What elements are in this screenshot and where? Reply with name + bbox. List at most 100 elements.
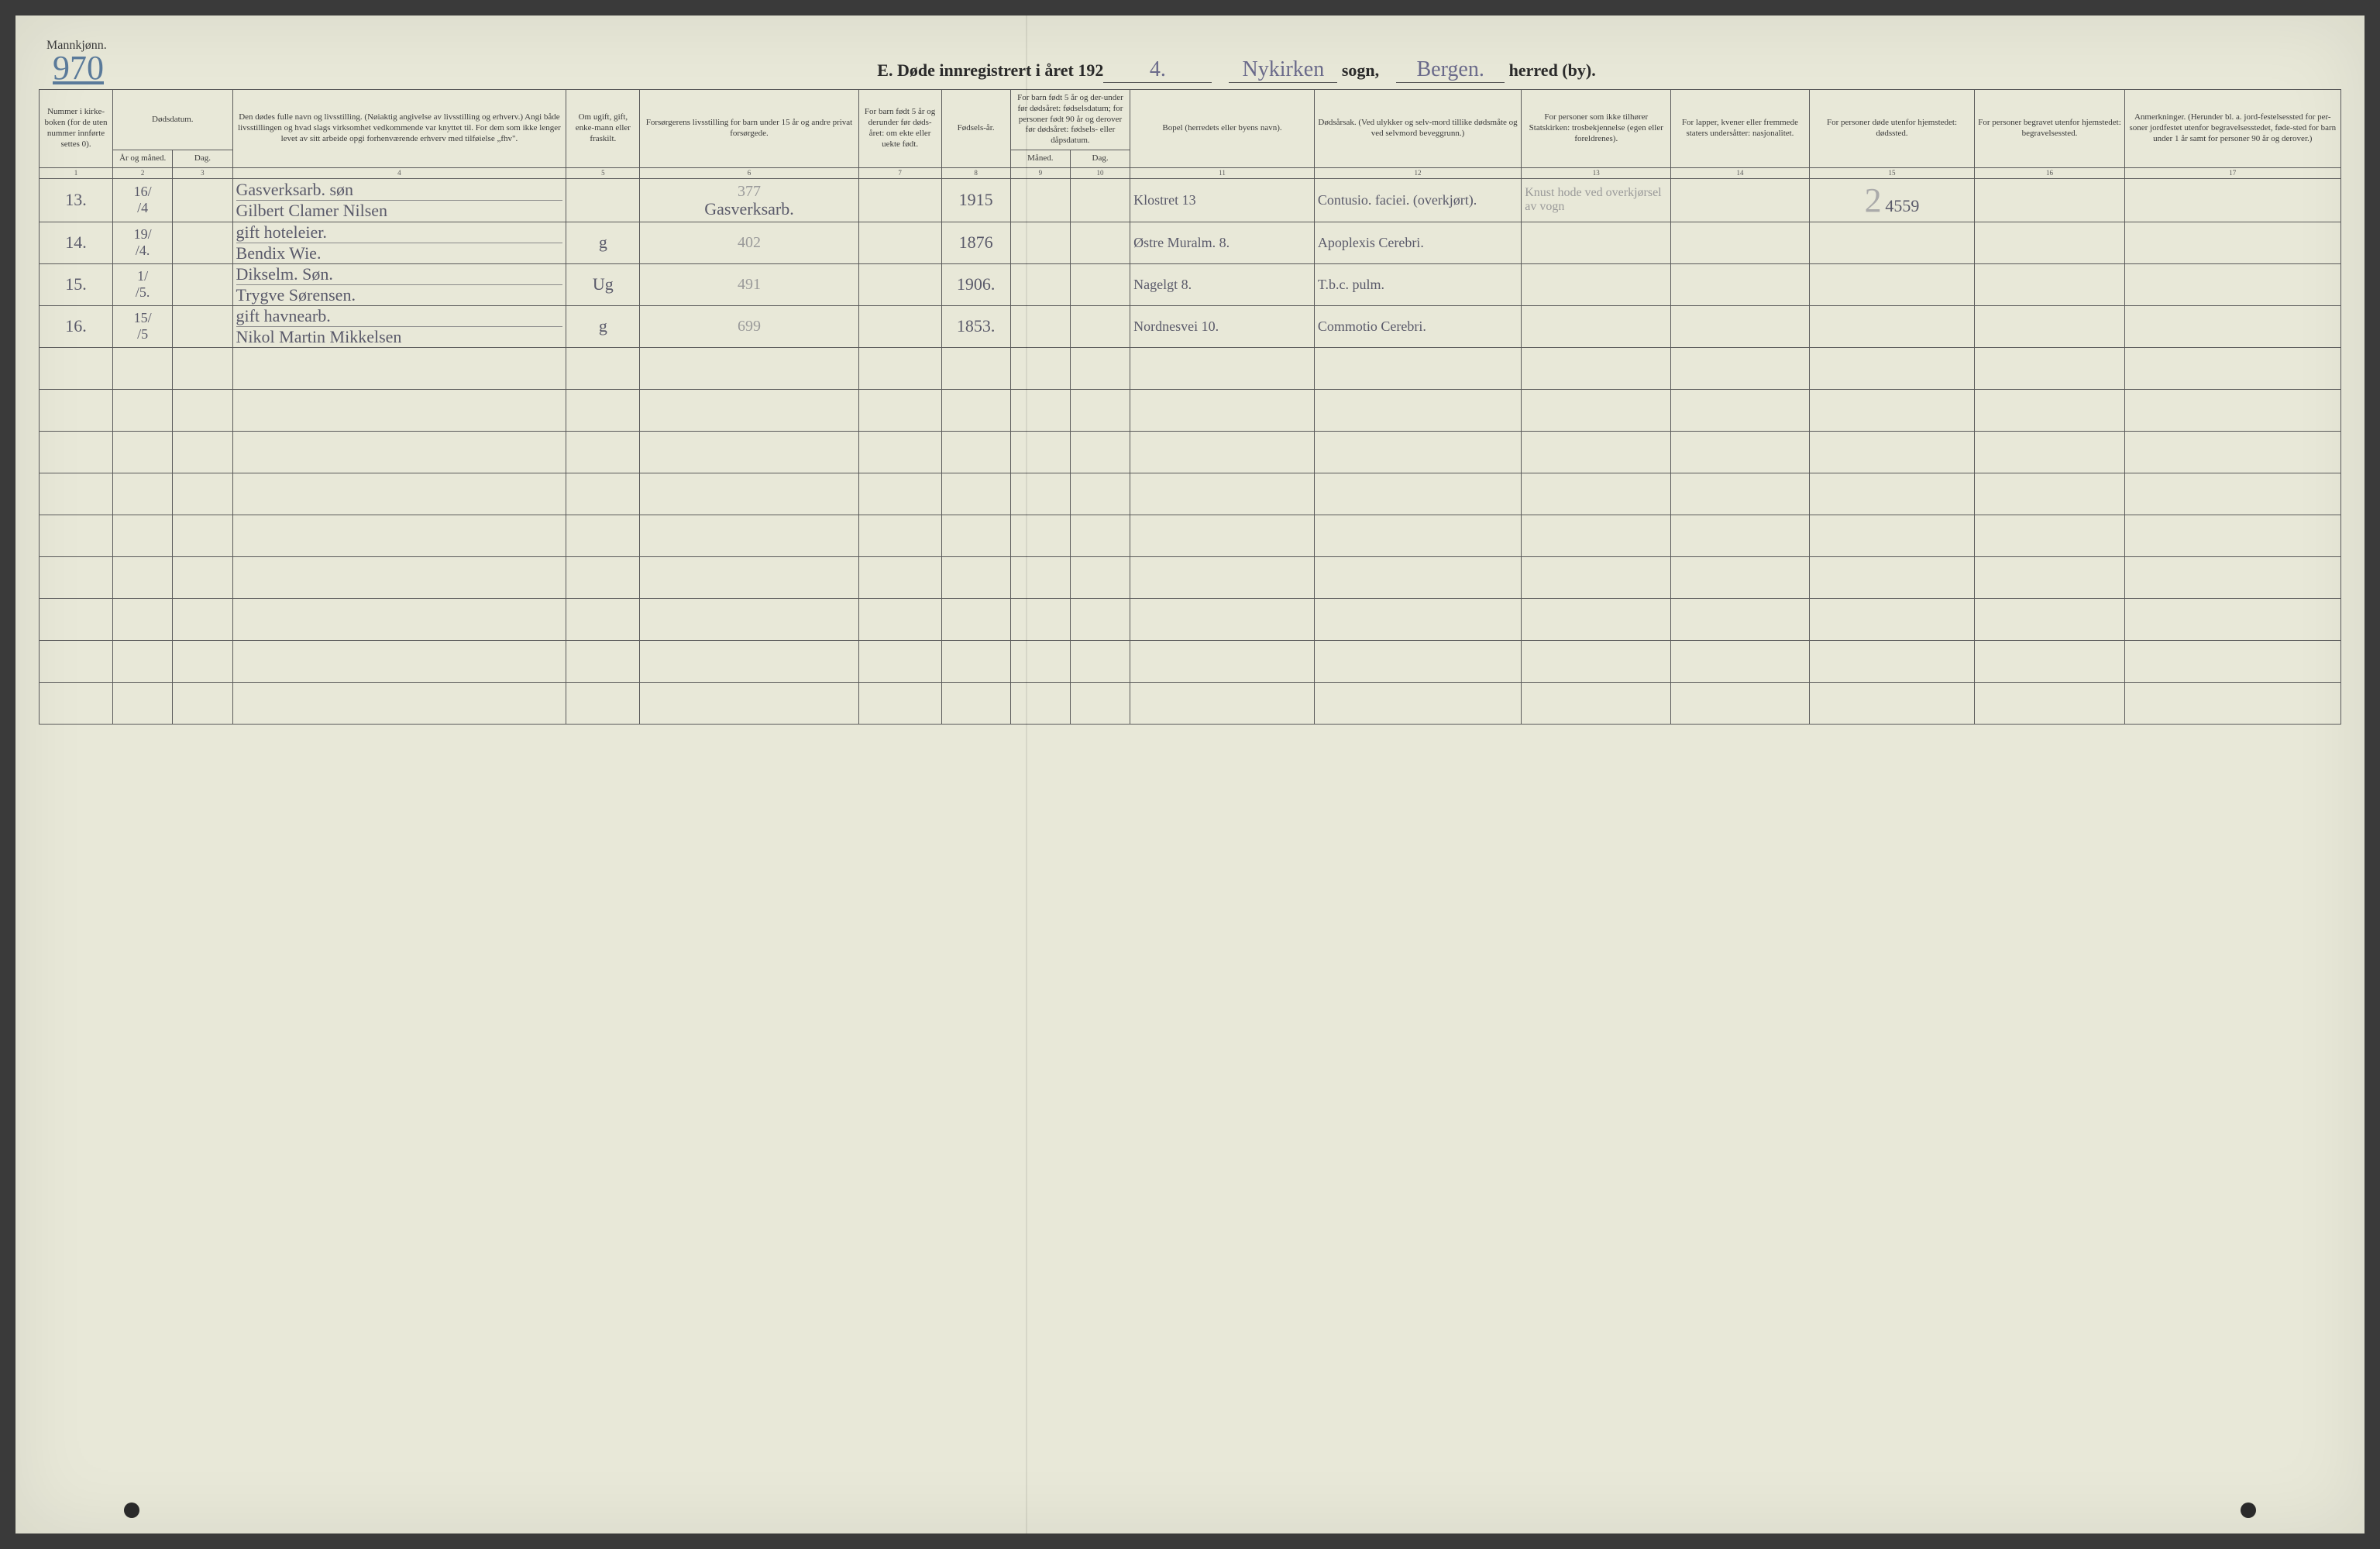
death-place-hand: 4559 [1885, 196, 1919, 215]
table-row-empty [40, 556, 2341, 598]
marital-status: Ug [593, 274, 614, 294]
empty-cell [941, 556, 1010, 598]
empty-cell [941, 473, 1010, 515]
empty-cell [1070, 389, 1130, 431]
col-header-4: Den dødes fulle navn og livsstilling. (N… [232, 90, 566, 168]
col-header-17: Anmerkninger. (Herunder bl. a. jord-fest… [2124, 90, 2340, 168]
empty-cell [1671, 473, 1809, 515]
empty-cell [173, 515, 232, 556]
marital-status: g [599, 232, 607, 252]
name-line: Gilbert Clamer Nilsen [236, 200, 563, 219]
empty-cell [1314, 347, 1521, 389]
empty-cell [1809, 556, 1975, 598]
empty-cell [566, 682, 640, 724]
empty-cell [40, 473, 113, 515]
col-header-8: Fødsels-år. [941, 90, 1010, 168]
birth-year: 1876 [959, 232, 993, 252]
empty-cell [40, 556, 113, 598]
empty-cell [1809, 598, 1975, 640]
table-row: 14. 19//4. gift hoteleier. Bendix Wie. g… [40, 222, 2341, 263]
name-line: Nikol Martin Mikkelsen [236, 326, 563, 346]
empty-cell [566, 598, 640, 640]
empty-cell [566, 347, 640, 389]
empty-cell [2124, 473, 2340, 515]
col-header-5: Om ugift, gift, enke-mann eller fraskilt… [566, 90, 640, 168]
empty-cell [941, 431, 1010, 473]
empty-cell [40, 431, 113, 473]
empty-cell [2124, 431, 2340, 473]
colnum: 3 [173, 167, 232, 178]
empty-cell [566, 431, 640, 473]
empty-cell [2124, 556, 2340, 598]
empty-cell [40, 682, 113, 724]
empty-cell [566, 473, 640, 515]
binder-hole-left [124, 1503, 139, 1518]
empty-cell [1070, 347, 1130, 389]
empty-cell [1314, 389, 1521, 431]
empty-cell [1010, 682, 1070, 724]
table-row: 16. 15//5 gift havnearb. Nikol Martin Mi… [40, 305, 2341, 347]
death-date-ym: 16//4 [134, 184, 152, 215]
empty-cell [2124, 347, 2340, 389]
empty-cell [173, 556, 232, 598]
empty-cell [640, 556, 858, 598]
entry-number: 13. [65, 190, 87, 209]
empty-cell [1975, 640, 2124, 682]
empty-cell [858, 682, 941, 724]
col-header-6: Forsørgerens livsstilling for barn under… [640, 90, 858, 168]
colnum: 15 [1809, 167, 1975, 178]
empty-cell [1975, 473, 2124, 515]
empty-cell [232, 515, 566, 556]
empty-cell [1671, 598, 1809, 640]
col-header-10: Dag. [1070, 150, 1130, 167]
empty-cell [640, 347, 858, 389]
empty-cell [2124, 389, 2340, 431]
empty-cell [1522, 431, 1671, 473]
empty-cell [173, 389, 232, 431]
empty-cell [1671, 347, 1809, 389]
empty-cell [232, 389, 566, 431]
table-row-empty [40, 431, 2341, 473]
empty-cell [1809, 640, 1975, 682]
death-date-ym: 19//4. [134, 226, 152, 258]
empty-cell [1671, 682, 1809, 724]
empty-cell [1130, 389, 1315, 431]
empty-cell [1010, 598, 1070, 640]
empty-cell [113, 598, 173, 640]
empty-cell [1130, 682, 1315, 724]
empty-cell [1010, 389, 1070, 431]
col-header-date-group: Dødsdatum. [113, 90, 232, 150]
table-row-empty [40, 598, 2341, 640]
empty-cell [1671, 431, 1809, 473]
empty-cell [1070, 473, 1130, 515]
empty-cell [113, 640, 173, 682]
colnum: 12 [1314, 167, 1521, 178]
parish-hand: Nykirken [1229, 59, 1337, 83]
empty-cell [173, 347, 232, 389]
empty-cell [858, 347, 941, 389]
empty-cell [1070, 598, 1130, 640]
empty-cell [1130, 473, 1315, 515]
empty-cell [941, 598, 1010, 640]
empty-cell [640, 389, 858, 431]
year-suffix: 4. [1103, 59, 1212, 83]
residence: Klostret 13 [1133, 192, 1196, 208]
empty-cell [2124, 598, 2340, 640]
empty-cell [1975, 598, 2124, 640]
empty-cell [232, 473, 566, 515]
colnum: 7 [858, 167, 941, 178]
empty-cell [1671, 640, 1809, 682]
empty-cell [1314, 598, 1521, 640]
empty-cell [113, 556, 173, 598]
faith-pencil: Knust hode ved overkjørsel av vogn [1525, 186, 1661, 213]
ledger-page: Mannkjønn. 970 E. Døde innregistrert i å… [15, 15, 2365, 1534]
empty-cell [1522, 473, 1671, 515]
entry-number: 15. [65, 274, 87, 294]
empty-cell [1314, 431, 1521, 473]
empty-cell [173, 473, 232, 515]
empty-cell [173, 682, 232, 724]
col-header-12: Dødsårsak. (Ved ulykker og selv-mord til… [1314, 90, 1521, 168]
empty-cell [1010, 473, 1070, 515]
table-row: 13. 16//4 Gasverksarb. søn Gilbert Clame… [40, 178, 2341, 222]
empty-cell [2124, 515, 2340, 556]
